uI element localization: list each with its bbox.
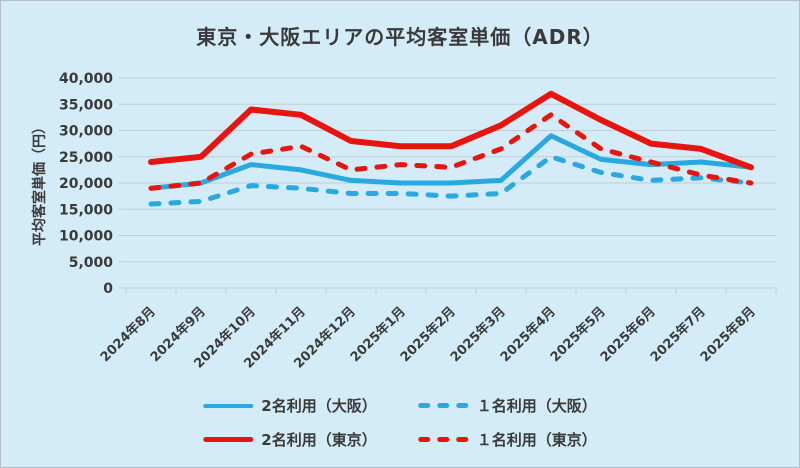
series-line-2: [148, 90, 754, 171]
y-axis-tick-label: 10,000: [59, 229, 113, 245]
legend-dash: [437, 437, 450, 442]
legend-dash: [418, 437, 431, 442]
legend-label: １名利用（東京）: [476, 431, 597, 449]
chart-title: 東京・大阪エリアの平均客室単価（ADR）: [196, 25, 604, 49]
legend-label: 2名利用（東京）: [261, 431, 377, 449]
legend-item-osaka-double: 2名利用（大阪）: [203, 395, 377, 416]
legend-label: 2名利用（大阪）: [261, 397, 377, 415]
y-axis-tick-label: 0: [103, 281, 113, 297]
series-line-0: [148, 133, 754, 191]
y-axis-tick-label: 20,000: [59, 176, 113, 192]
legend-line-sample-solid-red: [203, 437, 254, 442]
y-axis-tick-label: 30,000: [59, 124, 113, 140]
y-axis-tick-label: 15,000: [59, 202, 113, 218]
legend-solid-line: [203, 437, 254, 442]
legend-line-sample-dashed-blue: [418, 403, 469, 408]
legend-dash: [418, 403, 431, 408]
legend-label: １名利用（大阪）: [476, 397, 597, 415]
y-axis-tick-label: 40,000: [59, 71, 113, 87]
y-axis-tick-label: 5,000: [69, 255, 114, 271]
chart-legend: 2名利用（大阪） １名利用（大阪） 2名利用（東京） １名利用（東京）: [203, 395, 597, 450]
legend-dash: [456, 437, 469, 442]
legend-line-sample-dashed-red: [418, 437, 469, 442]
series-line-1: [148, 154, 754, 207]
legend-dash: [456, 403, 469, 408]
y-axis-tick-label: 35,000: [59, 97, 113, 113]
y-axis-tick-label: 25,000: [59, 150, 113, 166]
legend-line-sample-solid-blue: [203, 403, 254, 408]
legend-item-tokyo-single: １名利用（東京）: [418, 429, 597, 450]
series-line-3: [148, 112, 754, 191]
legend-item-osaka-single: １名利用（大阪）: [418, 395, 597, 416]
legend-dash: [437, 403, 450, 408]
legend-item-tokyo-double: 2名利用（東京）: [203, 429, 377, 450]
legend-solid-line: [203, 403, 254, 408]
